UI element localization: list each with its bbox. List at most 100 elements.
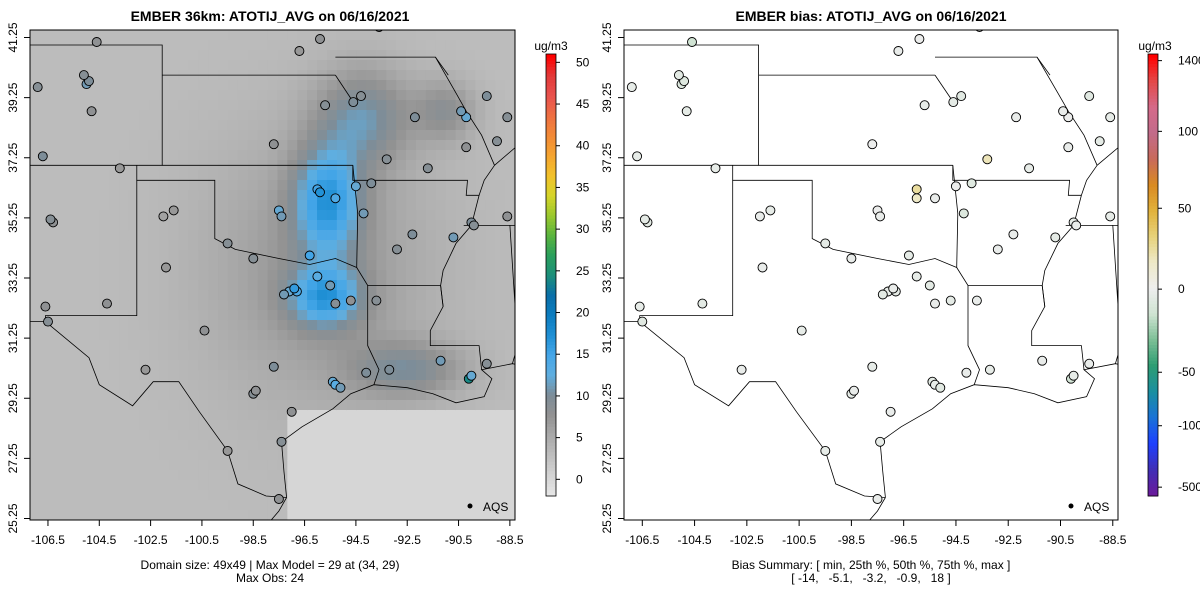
grid-cell <box>336 290 348 301</box>
grid-cell <box>59 90 71 101</box>
grid-cell <box>119 260 130 271</box>
grid-cell <box>208 130 219 141</box>
grid-cell <box>158 330 170 341</box>
grid-cell <box>336 50 348 61</box>
grid-cell <box>158 270 170 281</box>
grid-cell <box>208 510 219 520</box>
grid-cell <box>465 300 477 311</box>
grid-cell <box>455 440 467 451</box>
grid-cell <box>168 480 180 491</box>
grid-cell <box>307 180 318 191</box>
colorbar-swatch <box>546 331 556 336</box>
grid-cell <box>445 490 457 501</box>
grid-cell <box>317 90 328 101</box>
grid-cell <box>257 60 269 71</box>
grid-cell <box>49 400 61 411</box>
grid-cell <box>178 490 189 501</box>
grid-cell <box>485 120 496 131</box>
colorbar-swatch <box>546 211 556 216</box>
grid-cell <box>475 500 486 511</box>
grid-cell <box>505 330 515 341</box>
grid-cell <box>386 400 397 411</box>
grid-cell <box>287 130 298 141</box>
grid-cell <box>366 420 378 431</box>
grid-cell <box>79 350 90 361</box>
aqs-site-point <box>409 112 420 123</box>
grid-cell <box>317 130 328 141</box>
grid-cell <box>376 220 387 231</box>
grid-cell <box>128 430 140 441</box>
grid-cell <box>198 80 209 91</box>
grid-cell <box>445 60 457 71</box>
grid-cell <box>287 340 298 351</box>
grid-cell <box>297 410 308 421</box>
grid-cell <box>376 170 387 181</box>
grid-cell <box>148 450 160 461</box>
grid-cell <box>128 190 140 201</box>
grid-cell <box>128 140 140 151</box>
grid-cell <box>336 110 348 121</box>
grid-cell <box>475 450 486 461</box>
grid-cell <box>257 30 269 41</box>
grid-cell <box>356 150 368 161</box>
grid-cell <box>416 210 427 221</box>
grid-cell <box>198 130 209 141</box>
grid-cell <box>158 200 170 211</box>
grid-cell <box>485 490 496 501</box>
grid-cell <box>39 330 51 341</box>
grid-cell <box>99 320 110 331</box>
grid-cell <box>257 500 269 511</box>
grid-cell <box>237 180 249 191</box>
grid-cell <box>89 330 100 341</box>
grid-cell <box>485 510 496 520</box>
grid-cell <box>307 370 318 381</box>
grid-cell <box>89 180 100 191</box>
grid-cell <box>435 400 447 411</box>
colorbar-swatch <box>1148 215 1158 219</box>
colorbar-swatch <box>546 76 556 80</box>
grid-cell <box>416 100 427 111</box>
grid-cell <box>119 290 130 301</box>
aqs-site-point <box>268 361 279 372</box>
grid-cell <box>218 140 229 151</box>
aqs-site-point <box>919 100 930 111</box>
grid-cell <box>49 390 61 401</box>
grid-cell <box>119 130 130 141</box>
grid-cell <box>218 510 229 520</box>
grid-cell <box>178 410 189 421</box>
grid-cell <box>416 310 427 321</box>
grid-cell <box>386 360 397 371</box>
grid-cell <box>59 200 71 211</box>
grid-cell <box>168 140 180 151</box>
grid-cell <box>119 340 130 351</box>
grid-cell <box>218 150 229 161</box>
grid-cell <box>30 110 41 121</box>
grid-cell <box>168 310 180 321</box>
grid-cell <box>128 170 140 181</box>
grid-cell <box>425 200 437 211</box>
grid-cell <box>425 410 437 421</box>
grid-cell <box>376 480 387 491</box>
grid-cell <box>30 300 41 311</box>
grid-cell <box>237 420 249 431</box>
grid-cell <box>69 430 81 441</box>
grid-cell <box>267 40 279 51</box>
y-tick-label: 33.25 <box>6 263 20 293</box>
colorbar-units: ug/m3 <box>534 39 568 53</box>
grid-cell <box>257 340 269 351</box>
grid-cell <box>386 60 397 71</box>
grid-cell <box>59 480 71 491</box>
grid-cell <box>49 410 61 421</box>
grid-cell <box>39 100 51 111</box>
grid-cell <box>416 480 427 491</box>
grid-cell <box>99 400 110 411</box>
grid-cell <box>168 270 180 281</box>
grid-cell <box>505 130 515 141</box>
aqs-site-point <box>330 298 341 309</box>
grid-cell <box>198 440 209 451</box>
grid-cell <box>79 460 90 471</box>
grid-cell <box>267 200 279 211</box>
y-tick-label: 25.25 <box>600 503 614 533</box>
grid-cell <box>168 360 180 371</box>
grid-cell <box>119 180 130 191</box>
